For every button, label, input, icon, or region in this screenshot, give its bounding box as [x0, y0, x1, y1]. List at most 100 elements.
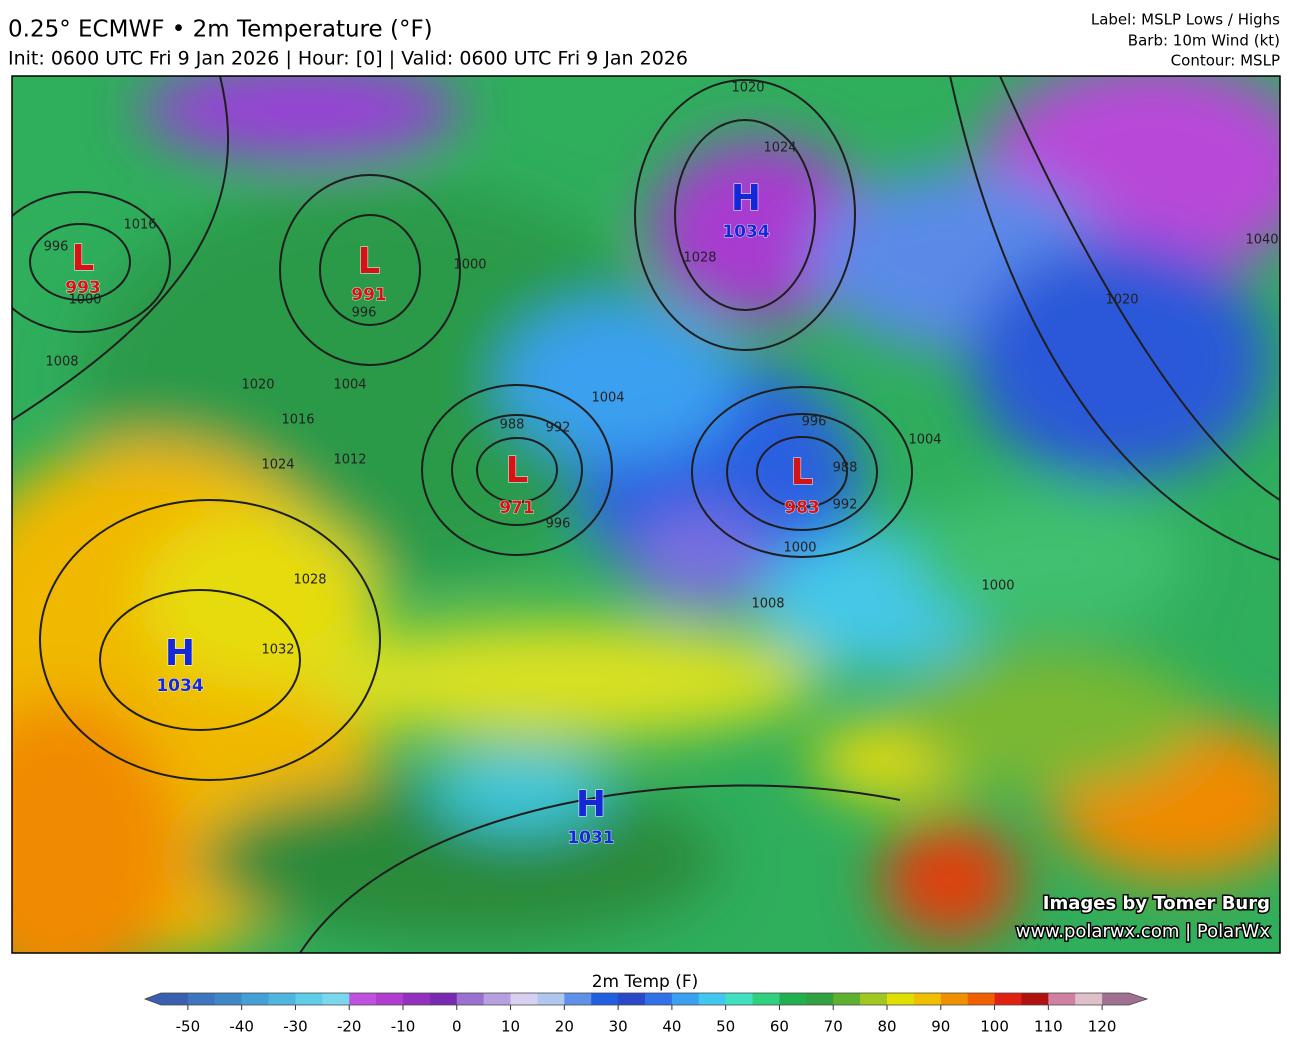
contour-label: 996	[546, 517, 571, 532]
colorbar-segment	[429, 993, 458, 1005]
colorbar-outline	[143, 992, 1149, 1006]
contour-label: 1020	[1105, 293, 1138, 308]
colorbar-segment	[752, 993, 780, 1005]
contour-label: 1032	[261, 643, 294, 658]
contour-labels: 996 1000 1016 1008 996 1000 1020 1016 1004 1012 10…	[44, 81, 1279, 658]
contour-label: 988	[833, 461, 858, 476]
colorbar-segment	[913, 993, 942, 1005]
colorbar-tick-label: 110	[1034, 1018, 1063, 1036]
legend-line: Barb: 10m Wind (kt)	[1128, 32, 1280, 50]
colorbar-segment	[671, 993, 700, 1005]
colorbar-segment	[833, 993, 861, 1005]
colorbar-tick-label: 60	[770, 1018, 789, 1036]
contour-label: 1028	[683, 251, 716, 266]
colorbar-tick-label: 10	[501, 1018, 520, 1036]
center-letter: L	[506, 450, 529, 491]
colorbar-segment	[779, 993, 807, 1005]
center-letter: L	[72, 238, 95, 279]
contour-label: 992	[833, 498, 858, 513]
colorbar-segment	[187, 993, 216, 1005]
center-letter: H	[576, 784, 606, 825]
colorbar-segment	[241, 993, 270, 1005]
center-letter: H	[165, 633, 195, 674]
colorbar-segment	[967, 993, 996, 1005]
colorbar-segment	[483, 993, 512, 1005]
contour-label: 1028	[293, 573, 326, 588]
colorbar-segment	[698, 993, 727, 1005]
colorbar-segment	[1048, 993, 1076, 1005]
colorbar-segment	[645, 993, 673, 1005]
legend-line: Contour: MSLP	[1171, 52, 1280, 70]
contour-label: 1024	[261, 458, 294, 473]
title: 0.25° ECMWF • 2m Temperature (°F)	[8, 17, 433, 43]
center-letter: L	[791, 452, 814, 493]
colorbar-segment	[994, 993, 1022, 1005]
contour-label: 996	[352, 306, 377, 321]
colorbar-segment	[1021, 993, 1049, 1005]
contour-label: 1000	[783, 541, 816, 556]
contour-label: 1004	[333, 378, 366, 393]
contour-label: 1000	[981, 579, 1014, 594]
contour-label: 1016	[123, 218, 156, 233]
contour-label: 1020	[731, 81, 764, 96]
map	[12, 76, 1280, 953]
legend-line: Label: MSLP Lows / Highs	[1091, 11, 1280, 29]
center-pressure: 1034	[722, 222, 769, 242]
colorbar-tick-label: -10	[391, 1018, 416, 1036]
colorbar-segment	[376, 993, 404, 1005]
contour-label: 1008	[45, 355, 78, 370]
contour-label: 996	[44, 240, 69, 255]
colorbar-segment	[1075, 993, 1103, 1005]
contour-label: 1024	[763, 141, 796, 156]
colorbar-segment	[1102, 993, 1130, 1005]
credit: Images by Tomer Burg	[1043, 893, 1270, 914]
colorbar-tick-label: 40	[662, 1018, 681, 1036]
colorbar-segment	[510, 993, 538, 1005]
colorbar-segment	[725, 993, 754, 1005]
colorbar-tick-label: 20	[555, 1018, 574, 1036]
center-letter: L	[358, 241, 381, 282]
contour-label: 988	[500, 418, 525, 433]
map-frame	[11, 75, 1281, 954]
colorbar-tick-label: -50	[176, 1018, 201, 1036]
colorbar-tick-label: 50	[716, 1018, 735, 1036]
colorbar-segment	[349, 993, 377, 1005]
contour-label: 1000	[453, 258, 486, 273]
colorbar-segment	[268, 993, 296, 1005]
colorbar-segment	[618, 993, 646, 1005]
colorbar-tick-label: -40	[229, 1018, 254, 1036]
colorbar-segment	[564, 993, 592, 1005]
contour-label: 1004	[591, 391, 624, 406]
center-pressure: 1034	[156, 676, 203, 696]
colorbar-segment	[940, 993, 969, 1005]
colorbar-tick-label: 70	[824, 1018, 843, 1036]
center-pressure: 971	[499, 498, 535, 518]
colorbar-tick-label: -30	[283, 1018, 308, 1036]
colorbar-tick-label: 30	[609, 1018, 628, 1036]
isobars	[12, 76, 1280, 953]
colorbar-segment	[591, 993, 619, 1005]
center-pressure: 991	[351, 285, 387, 305]
center-pressure: 983	[784, 498, 820, 518]
colorbar-segment	[887, 993, 915, 1005]
colorbar-tick-label: 0	[452, 1018, 462, 1036]
colorbar-title: 2m Temp (F)	[592, 972, 699, 992]
center-pressure: 1031	[567, 828, 614, 848]
contour-label: 1008	[751, 597, 784, 612]
subtitle: Init: 0600 UTC Fri 9 Jan 2026 | Hour: [0…	[8, 48, 688, 70]
contour-label: 992	[546, 421, 571, 436]
colorbar-tick-label: 80	[877, 1018, 896, 1036]
colorbar-tick-label: -20	[337, 1018, 362, 1036]
contour-label: 996	[802, 415, 827, 430]
colorbar-tick-label: 100	[980, 1018, 1009, 1036]
colorbar: -50 -40 -30 -20 -10 0 10 20 30 40 50 60 70 80 90 100 110…	[143, 992, 1149, 1036]
colorbar-segment	[456, 993, 485, 1005]
colorbar-tick-label: 120	[1088, 1018, 1117, 1036]
colorbar-segment	[860, 993, 888, 1005]
contour-label: 1012	[333, 453, 366, 468]
colorbar-segment	[214, 993, 243, 1005]
colorbar-end	[1129, 993, 1147, 1005]
